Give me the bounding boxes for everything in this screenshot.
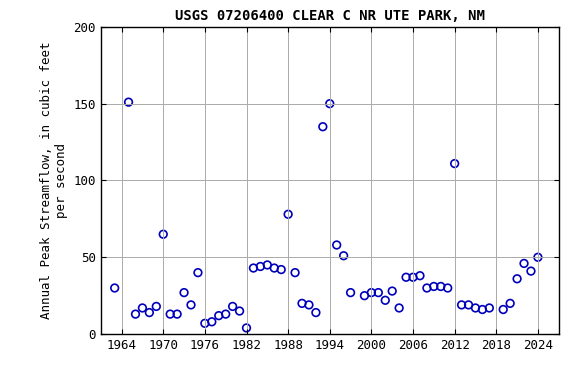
Point [242, 325, 251, 331]
Point [450, 161, 459, 167]
Point [360, 293, 369, 299]
Point [415, 273, 425, 279]
Point [436, 283, 445, 290]
Point [520, 260, 529, 266]
Point [395, 305, 404, 311]
Point [235, 308, 244, 314]
Point [228, 303, 237, 310]
Point [506, 300, 515, 306]
Y-axis label: Annual Peak Streamflow, in cubic feet
per second: Annual Peak Streamflow, in cubic feet pe… [40, 42, 68, 319]
Point [464, 302, 473, 308]
Point [367, 290, 376, 296]
Point [325, 101, 334, 107]
Point [388, 288, 397, 294]
Point [172, 311, 181, 317]
Point [165, 311, 175, 317]
Point [221, 311, 230, 317]
Point [124, 99, 133, 105]
Point [429, 283, 438, 290]
Point [485, 305, 494, 311]
Point [249, 265, 258, 271]
Point [374, 290, 383, 296]
Point [283, 211, 293, 217]
Point [110, 285, 119, 291]
Point [478, 306, 487, 313]
Point [457, 302, 466, 308]
Point [151, 303, 161, 310]
Point [408, 274, 418, 280]
Point [200, 320, 210, 326]
Point [381, 297, 390, 303]
Point [214, 313, 223, 319]
Point [180, 290, 189, 296]
Point [318, 124, 327, 130]
Point [443, 285, 452, 291]
Point [401, 274, 411, 280]
Point [270, 265, 279, 271]
Point [138, 305, 147, 311]
Point [290, 270, 300, 276]
Point [194, 270, 203, 276]
Point [332, 242, 342, 248]
Point [263, 262, 272, 268]
Point [187, 302, 196, 308]
Point [346, 290, 355, 296]
Point [256, 263, 265, 270]
Point [311, 310, 320, 316]
Point [422, 285, 431, 291]
Point [207, 319, 217, 325]
Point [297, 300, 306, 306]
Point [131, 311, 140, 317]
Point [533, 254, 543, 260]
Point [339, 253, 348, 259]
Point [304, 302, 313, 308]
Point [513, 276, 522, 282]
Point [499, 306, 508, 313]
Point [145, 310, 154, 316]
Point [526, 268, 536, 274]
Title: USGS 07206400 CLEAR C NR UTE PARK, NM: USGS 07206400 CLEAR C NR UTE PARK, NM [175, 9, 484, 23]
Point [158, 231, 168, 237]
Point [471, 305, 480, 311]
Point [276, 266, 286, 273]
